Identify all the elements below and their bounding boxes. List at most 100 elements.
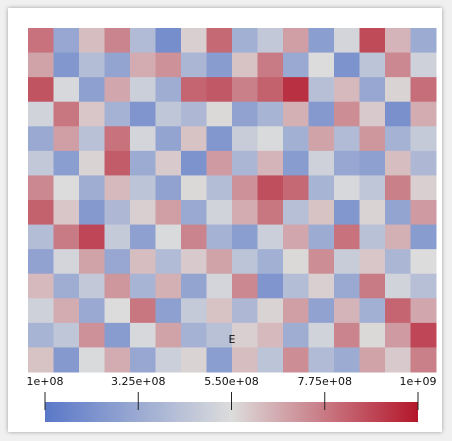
- heatmap-cell: [334, 150, 360, 176]
- heatmap-cell: [79, 224, 105, 250]
- heatmap-cell: [181, 77, 207, 103]
- heatmap-cell: [410, 273, 437, 299]
- heatmap-cell: [181, 28, 207, 54]
- heatmap-cell: [130, 224, 156, 250]
- heatmap-cell: [385, 298, 411, 324]
- heatmap-cell: [410, 175, 437, 201]
- heatmap-cell: [130, 200, 156, 226]
- heatmap-cell: [53, 101, 80, 127]
- heatmap-cell: [232, 28, 258, 54]
- heatmap: [28, 28, 437, 373]
- heatmap-cell: [206, 175, 233, 201]
- heatmap-cell: [79, 200, 105, 226]
- heatmap-cell: [155, 347, 182, 373]
- heatmap-cell: [308, 298, 335, 324]
- heatmap-cell: [359, 347, 386, 373]
- heatmap-cell: [359, 273, 386, 299]
- heatmap-cell: [410, 200, 437, 226]
- heatmap-cell: [28, 298, 54, 324]
- heatmap-cell: [308, 249, 335, 275]
- heatmap-cell: [257, 28, 284, 54]
- heatmap-cell: [53, 224, 80, 250]
- heatmap-cell: [232, 322, 258, 348]
- heatmap-cell: [104, 249, 131, 275]
- heatmap-cell: [53, 28, 80, 54]
- heatmap-cell: [283, 150, 309, 176]
- heatmap-cell: [385, 175, 411, 201]
- heatmap-cell: [385, 249, 411, 275]
- heatmap-cell: [104, 322, 131, 348]
- heatmap-cell: [283, 249, 309, 275]
- heatmap-cell: [28, 175, 54, 201]
- heatmap-cell: [283, 52, 309, 78]
- heatmap-cell: [257, 273, 284, 299]
- heatmap-cell: [257, 52, 284, 78]
- heatmap-cell: [104, 77, 131, 103]
- heatmap-cell: [79, 249, 105, 275]
- heatmap-cell: [155, 224, 182, 250]
- heatmap-cell: [206, 52, 233, 78]
- heatmap-cell: [410, 347, 437, 373]
- heatmap-cell: [28, 347, 54, 373]
- heatmap-cell: [28, 273, 54, 299]
- colorbar-tick-label: 7.75e+08: [298, 375, 352, 388]
- heatmap-cell: [79, 150, 105, 176]
- heatmap-cell: [359, 175, 386, 201]
- heatmap-cell: [130, 77, 156, 103]
- heatmap-cell: [155, 150, 182, 176]
- heatmap-cell: [359, 249, 386, 275]
- heatmap-cell: [334, 28, 360, 54]
- heatmap-cell: [385, 200, 411, 226]
- heatmap-cell: [385, 101, 411, 127]
- heatmap-cell: [308, 126, 335, 152]
- heatmap-cell: [410, 77, 437, 103]
- heatmap-cell: [28, 126, 54, 152]
- heatmap-cell: [181, 322, 207, 348]
- heatmap-cell: [232, 77, 258, 103]
- heatmap-cell: [53, 77, 80, 103]
- heatmap-cell: [206, 200, 233, 226]
- heatmap-cell: [181, 200, 207, 226]
- heatmap-cell: [283, 126, 309, 152]
- heatmap-cell: [385, 273, 411, 299]
- heatmap-cell: [155, 322, 182, 348]
- heatmap-cell: [257, 126, 284, 152]
- heatmap-cell: [104, 200, 131, 226]
- heatmap-cell: [283, 77, 309, 103]
- heatmap-cell: [385, 126, 411, 152]
- heatmap-cell: [410, 101, 437, 127]
- heatmap-cell: [130, 298, 156, 324]
- heatmap-cell: [410, 249, 437, 275]
- heatmap-cell: [334, 347, 360, 373]
- heatmap-cell: [334, 273, 360, 299]
- heatmap-cell: [206, 249, 233, 275]
- heatmap-cell: [308, 52, 335, 78]
- heatmap-cell: [359, 322, 386, 348]
- heatmap-cell: [334, 52, 360, 78]
- heatmap-cell: [181, 298, 207, 324]
- heatmap-cell: [104, 298, 131, 324]
- heatmap-cell: [232, 175, 258, 201]
- heatmap-cell: [334, 249, 360, 275]
- heatmap-cell: [334, 101, 360, 127]
- heatmap-cell: [232, 273, 258, 299]
- heatmap-cell: [334, 200, 360, 226]
- heatmap-cell: [206, 347, 233, 373]
- heatmap-cell: [385, 52, 411, 78]
- heatmap-cell: [104, 224, 131, 250]
- heatmap-cell: [155, 28, 182, 54]
- heatmap-cell: [257, 322, 284, 348]
- heatmap-cell: [104, 175, 131, 201]
- heatmap-cell: [410, 224, 437, 250]
- heatmap-cell: [359, 200, 386, 226]
- heatmap-cell: [308, 200, 335, 226]
- heatmap-cell: [181, 52, 207, 78]
- heatmap-cell: [283, 322, 309, 348]
- heatmap-cell: [410, 298, 437, 324]
- heatmap-cell: [53, 322, 80, 348]
- heatmap-cell: [359, 28, 386, 54]
- heatmap-cell: [28, 101, 54, 127]
- heatmap-cell: [130, 126, 156, 152]
